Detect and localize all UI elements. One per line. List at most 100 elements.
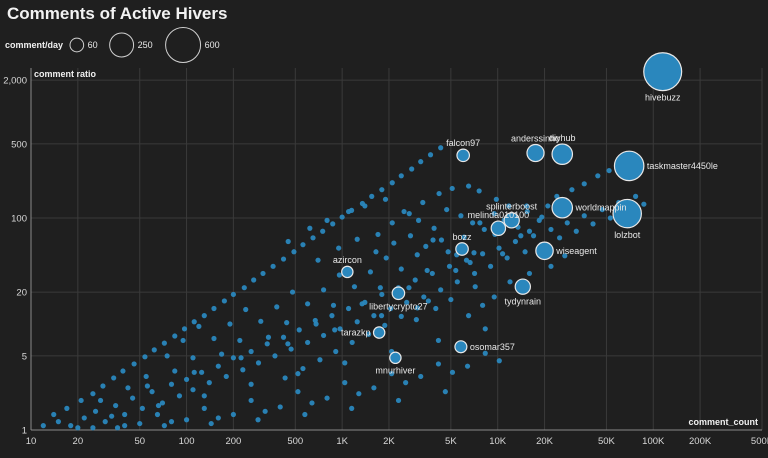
data-point [391,240,397,246]
data-point [421,294,427,300]
data-point [131,361,137,367]
data-point [139,405,145,411]
data-point [420,199,426,206]
data-point [423,243,429,249]
data-point [430,237,436,243]
data-point [111,375,117,381]
data-point [581,181,587,187]
data-point [329,313,335,319]
y-tick-label: 500 [11,139,27,150]
data-point [190,355,196,361]
data-point [545,203,551,209]
data-point [530,233,537,239]
data-point [438,287,444,293]
point-label: anderssinho [511,134,560,144]
y-tick-label: 1 [22,426,27,437]
data-cloud [40,145,647,431]
data-point [144,383,150,389]
data-point [369,193,375,199]
data-point [471,270,478,277]
data-point [557,235,563,241]
data-point [291,249,297,255]
data-point [51,411,57,418]
data-point [438,145,444,151]
x-tick-label: 20K [536,436,554,447]
data-point [237,337,243,344]
labeled-point [455,242,469,256]
data-point [307,225,313,231]
data-point [491,294,497,300]
data-point [305,339,311,346]
data-point [354,319,360,325]
data-point [284,320,290,326]
data-point [607,215,613,221]
data-point [442,389,448,395]
data-point [230,291,236,298]
data-point [404,299,410,305]
data-point [320,332,327,339]
x-tick-label: 10K [489,436,507,447]
data-point [633,193,639,199]
data-point [465,183,472,189]
data-point [272,353,278,359]
x-tick-label: 1K [336,436,348,447]
data-point [330,221,336,227]
data-point [448,296,454,303]
data-point [196,323,202,329]
x-tick-label: 100K [642,436,665,447]
grid-lines [30,68,763,431]
x-tick-label: 200K [689,436,712,447]
data-point [238,355,244,361]
data-point [168,419,175,425]
data-point [201,405,207,411]
data-point [168,381,175,387]
data-point [75,425,81,431]
axes [30,68,762,431]
data-point [412,277,418,283]
data-point [425,298,431,304]
point-label: taskmaster4450le [647,161,718,171]
data-point [285,238,291,245]
size-legend-circle [165,27,202,63]
data-point [480,251,486,257]
labeled-point [514,278,532,295]
data-point [595,173,601,179]
data-point [342,379,348,386]
x-axis-title: comment_count [688,417,758,427]
data-point [418,159,424,165]
labeled-point [551,143,574,165]
data-point [219,351,225,357]
data-point [315,257,321,263]
labeled-point [490,220,507,237]
data-point [310,235,316,241]
data-point [161,423,167,429]
point-label: splinterboost [486,202,538,212]
data-point [332,327,338,333]
data-point [172,368,178,374]
data-point [215,363,221,369]
data-point [446,263,453,269]
data-point [496,358,502,364]
x-tick-label: 50 [134,436,145,447]
data-point [379,187,385,193]
data-point [211,335,217,342]
data-point [445,249,451,255]
data-point [264,341,270,347]
point-label: tydynrain [505,296,542,306]
data-point [504,255,510,261]
data-point [248,397,254,404]
data-point [265,334,272,340]
data-point [320,228,326,234]
data-point [137,420,143,427]
x-tick-label: 100 [179,436,195,447]
data-point [295,371,301,377]
data-point [164,353,170,359]
data-point [190,387,196,393]
data-point [548,226,554,233]
data-point [120,368,126,374]
data-point [277,404,283,410]
data-point [518,233,524,239]
point-label: tarazkp [341,328,371,338]
data-point [248,348,254,355]
point-label: lolzbot [614,230,641,240]
